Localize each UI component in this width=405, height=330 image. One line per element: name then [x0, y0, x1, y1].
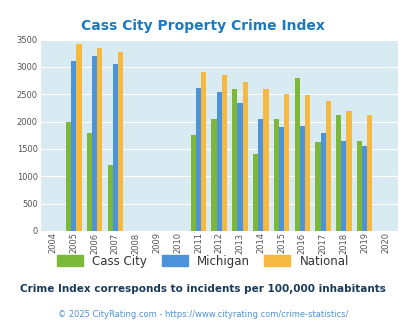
Bar — [294, 78, 299, 231]
Bar — [242, 82, 247, 231]
Bar — [325, 101, 330, 231]
Bar — [221, 75, 226, 231]
Bar — [284, 94, 289, 231]
Text: © 2025 CityRating.com - https://www.cityrating.com/crime-statistics/: © 2025 CityRating.com - https://www.city… — [58, 311, 347, 319]
Bar — [113, 64, 118, 231]
Bar — [361, 146, 367, 231]
Bar — [76, 44, 81, 231]
Bar — [320, 133, 325, 231]
Bar — [315, 142, 320, 231]
Bar — [87, 133, 92, 231]
Bar — [299, 126, 304, 231]
Text: Cass City Property Crime Index: Cass City Property Crime Index — [81, 19, 324, 33]
Bar — [273, 119, 278, 231]
Bar — [304, 95, 309, 231]
Legend: Cass City, Michigan, National: Cass City, Michigan, National — [52, 250, 353, 273]
Bar — [107, 165, 113, 231]
Bar — [367, 115, 371, 231]
Bar — [237, 103, 242, 231]
Bar — [200, 72, 206, 231]
Bar — [118, 52, 123, 231]
Bar — [341, 141, 345, 231]
Bar — [232, 89, 237, 231]
Bar — [335, 115, 341, 231]
Bar — [195, 88, 200, 231]
Bar — [263, 89, 268, 231]
Bar — [345, 111, 351, 231]
Bar — [211, 119, 216, 231]
Bar — [190, 135, 195, 231]
Text: Crime Index corresponds to incidents per 100,000 inhabitants: Crime Index corresponds to incidents per… — [20, 284, 385, 294]
Bar — [97, 48, 102, 231]
Bar — [92, 56, 97, 231]
Bar — [252, 154, 258, 231]
Bar — [216, 92, 221, 231]
Bar — [71, 61, 76, 231]
Bar — [278, 127, 284, 231]
Bar — [258, 119, 263, 231]
Bar — [66, 122, 71, 231]
Bar — [356, 141, 361, 231]
